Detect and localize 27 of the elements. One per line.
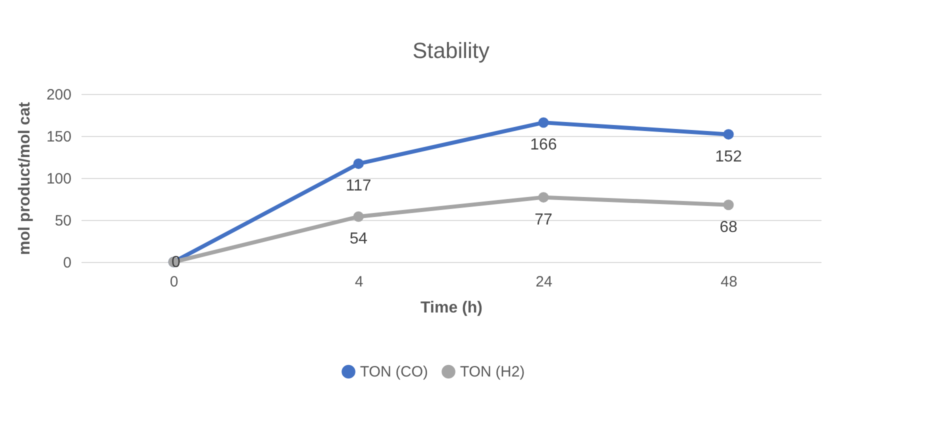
point xyxy=(353,158,364,169)
x-tick-label: 24 xyxy=(536,274,552,290)
data-label: 0 xyxy=(172,254,180,271)
point xyxy=(353,211,364,222)
chart-title: Stability xyxy=(412,38,490,63)
point xyxy=(538,117,549,128)
x-tick-label: 48 xyxy=(720,274,738,290)
x-tick-label: 0 xyxy=(170,274,178,290)
x-axis-title: Time (h) xyxy=(420,300,482,316)
data-label: 77 xyxy=(534,211,552,228)
x-tick-label: 4 xyxy=(354,274,364,290)
data-label: 117 xyxy=(346,178,372,195)
data-label: 68 xyxy=(720,218,738,236)
y-tick-label: 100 xyxy=(46,170,72,188)
y-tick-label: 150 xyxy=(46,128,72,146)
y-axis-title: mol product/mol cat xyxy=(16,101,34,255)
y-tick-label: 200 xyxy=(46,86,72,104)
point xyxy=(538,192,549,203)
legend-label: TON (H2) xyxy=(460,364,525,381)
y-tick-label: 50 xyxy=(54,212,72,230)
y-tick-label: 0 xyxy=(63,254,72,272)
legend-label: TON (CO) xyxy=(360,364,428,381)
data-label: 54 xyxy=(350,230,368,248)
point xyxy=(723,200,734,210)
data-label: 152 xyxy=(715,148,742,166)
point xyxy=(723,129,734,140)
data-label: 166 xyxy=(530,136,557,154)
